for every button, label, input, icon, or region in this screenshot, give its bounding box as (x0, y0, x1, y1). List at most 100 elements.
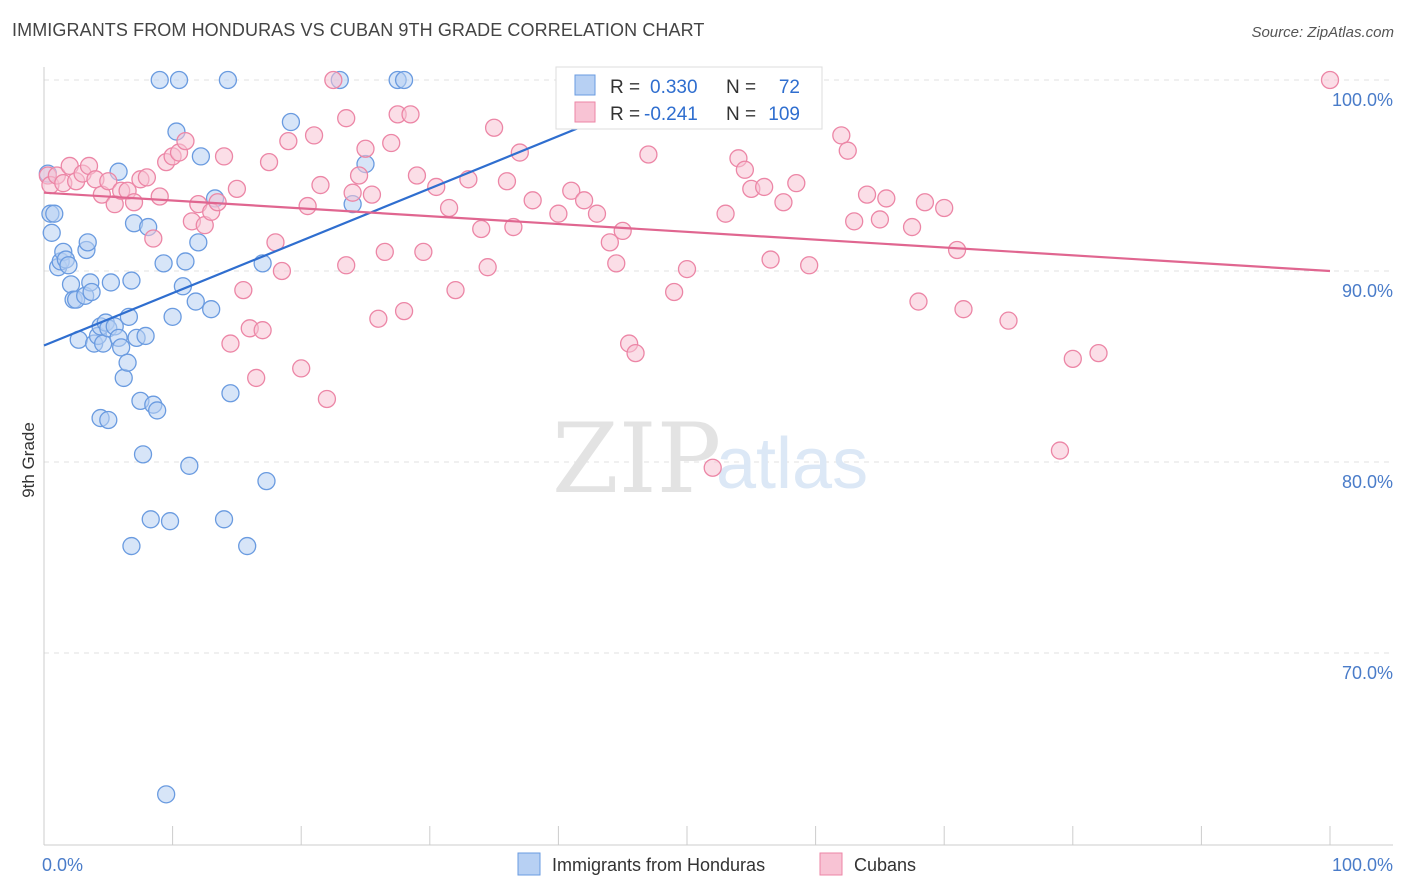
cubans-point (214, 147, 234, 166)
honduras-point (61, 275, 81, 294)
y-axis-title: 9th Grade (19, 422, 38, 498)
cubans-point (1063, 349, 1082, 369)
x-tick-labels: 0.0% 100.0% (42, 855, 1393, 875)
cubans-point (439, 198, 459, 218)
cubans-point (774, 193, 793, 212)
cubans-point (247, 368, 266, 388)
cubans-point (562, 181, 581, 200)
honduras-point (59, 256, 78, 275)
cubans-point (954, 300, 973, 319)
legend-pink-label: Cubans (854, 855, 916, 875)
honduras-point (94, 334, 113, 353)
stats-pink-n-value: 109 (768, 104, 800, 125)
cubans-point (838, 141, 857, 160)
cubans-point (407, 166, 427, 185)
honduras-point (176, 252, 195, 271)
cubans-point (362, 185, 382, 204)
honduras-point (221, 384, 240, 403)
y-tick-label: 90.0% (1342, 281, 1393, 301)
cubans-point (664, 282, 684, 302)
honduras-point (160, 512, 180, 531)
cubans-point (484, 118, 504, 137)
cubans-point (150, 187, 169, 206)
cubans-point (394, 301, 414, 321)
y-tick-labels: 100.0% 90.0% 80.0% 70.0% (1332, 90, 1393, 683)
honduras-point (202, 300, 221, 319)
cubans-point (639, 145, 658, 164)
gridlines (44, 79, 1393, 654)
cubans-point (272, 261, 292, 281)
cubans-point (999, 311, 1018, 330)
honduras-point (148, 401, 167, 420)
cubans-point (600, 233, 619, 252)
stats-pink-r-value: -0.241 (644, 104, 698, 125)
cubans-point (446, 280, 465, 300)
chart-title: IMMIGRANTS FROM HONDURAS VS CUBAN 9TH GR… (12, 20, 705, 40)
honduras-point (281, 112, 301, 132)
y-tick-label: 80.0% (1342, 472, 1393, 492)
watermark-zip: ZIP (552, 403, 721, 515)
cubans-point (947, 240, 967, 260)
honduras-point (122, 271, 141, 290)
cubans-point (915, 193, 935, 212)
cubans-point (716, 204, 735, 223)
stats-pink-n-label: N = (726, 104, 756, 125)
cubans-point (735, 160, 755, 179)
cubans-point (497, 172, 517, 191)
y-tick-label: 100.0% (1332, 90, 1393, 110)
cubans-point (298, 196, 317, 216)
y-tick-label: 70.0% (1342, 663, 1393, 683)
cubans-point (137, 168, 157, 187)
honduras-point (101, 273, 121, 292)
honduras-point (191, 147, 211, 166)
cubans-point (311, 175, 330, 195)
cubans-point (227, 179, 247, 199)
cubans-point (369, 309, 388, 328)
honduras-point (163, 307, 182, 326)
cubans-point (613, 221, 632, 241)
legend-blue-swatch (517, 852, 541, 876)
honduras-point (169, 70, 189, 90)
cubans-point (755, 177, 774, 197)
stats-blue-r-label: R = (610, 77, 640, 98)
cubans-point (234, 280, 253, 300)
cubans-point (832, 126, 851, 145)
cubans-point (221, 334, 240, 353)
axes (43, 67, 1393, 846)
cubans-point (902, 217, 922, 237)
cubans-point (356, 139, 375, 158)
cubans-point (607, 254, 626, 273)
cubans-point (800, 256, 819, 275)
honduras-point (214, 510, 234, 529)
honduras-point (136, 326, 155, 346)
honduras-point (150, 70, 169, 90)
cubans-point (935, 198, 954, 218)
source-label: Source: ZipAtlas.com (1251, 24, 1394, 41)
stats-blue-r-value: 0.330 (650, 77, 698, 98)
honduras-point (189, 233, 208, 252)
cubans-point (337, 109, 356, 128)
cubans-point (787, 173, 806, 193)
legend: Immigrants from Honduras Cubans (517, 852, 916, 876)
honduras-point (180, 456, 199, 475)
cubans-point (877, 189, 896, 208)
cubans-point (761, 250, 780, 269)
cubans-point (99, 172, 118, 191)
cubans-point (1089, 343, 1108, 363)
cubans-point (124, 193, 144, 212)
cubans-point (304, 126, 324, 145)
cubans-point (414, 242, 433, 262)
cubans-point (504, 217, 523, 237)
honduras-point (133, 445, 153, 464)
cubans-point (549, 204, 568, 223)
stats-blue-swatch (574, 74, 596, 96)
cubans-point (337, 256, 356, 275)
cubans-point (626, 343, 645, 363)
stats-pink-r-label: R = (610, 104, 640, 125)
series-cubans-points (38, 70, 1340, 477)
honduras-point (114, 368, 133, 388)
cubans-point (317, 389, 337, 409)
honduras-point (122, 536, 141, 556)
honduras-point (118, 353, 137, 372)
cubans-point (845, 212, 864, 231)
